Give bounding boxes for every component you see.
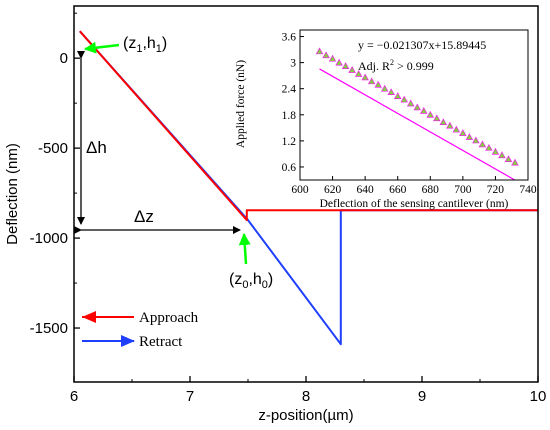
inset-x-tick-label: 660 [389, 184, 407, 196]
inset-x-tick-label: 700 [454, 184, 472, 196]
x-tick-label: 8 [302, 388, 310, 405]
inset-y-axis-label: Applied force (nN) [235, 60, 247, 148]
inset-y-tick-label: 2.4 [282, 84, 297, 96]
main-ticks-layer: 6 7 8 9 10 0 -500 -1000 -1500 [30, 12, 547, 405]
inset-data-point [341, 62, 350, 69]
inset-r2-prefix: Adj. R [358, 59, 390, 73]
y-tick-label: -500 [38, 140, 68, 157]
point0-pointer-arrow [238, 233, 251, 265]
inset-data-point [465, 133, 474, 140]
inset-data-point [446, 121, 454, 129]
inset-data-point [322, 51, 330, 59]
inset-data-point [504, 155, 513, 162]
inset-data-point [491, 147, 500, 155]
legend-approach-label: Approach [139, 310, 199, 326]
inset-data-point [387, 88, 395, 96]
inset-ticks-layer: 600 620 640 660 680 700 720 740 0.6 1.2 1.8 2.4 3 3.6 [282, 32, 537, 196]
x-tick-label: 7 [186, 388, 194, 405]
inset-x-tick-label: 740 [519, 184, 537, 196]
inset-series-layer [315, 47, 519, 181]
inset-data-point [452, 125, 461, 133]
inset-equation: y = −0.021307x+15.89445 [358, 38, 486, 52]
inset-frame [299, 29, 529, 181]
legend-retract-label: Retract [139, 334, 183, 350]
inset-y-tick-label: 1.2 [282, 136, 297, 148]
inset-data-point [459, 129, 467, 136]
x-axis-label: z-position(µm) [258, 407, 353, 424]
inset-x-tick-label: 620 [324, 184, 342, 196]
inset-data-point [426, 110, 434, 118]
y-tick-label: -1500 [30, 320, 68, 337]
inset-r2: Adj. R2 > 0.999 [358, 58, 434, 73]
inset-fit-line [319, 68, 516, 181]
inset-x-tick-label: 680 [422, 184, 440, 196]
inset-y-tick-label: 1.8 [282, 110, 297, 122]
point1-label: (z1,h1) [123, 35, 167, 55]
inset-data-point [478, 140, 487, 148]
inset-data-point [511, 158, 519, 166]
inset-data-point [498, 151, 506, 159]
inset-r2-rest: > 0.999 [394, 59, 434, 73]
inset-data-point [374, 80, 382, 88]
inset-y-tick-label: 3 [290, 58, 296, 70]
inset-y-tick-label: 3.6 [282, 32, 297, 44]
inset-data-point [439, 118, 448, 126]
inset-r2-sup: 2 [390, 58, 394, 67]
series-line-approach [79, 30, 538, 222]
inset-data-point [315, 47, 324, 55]
y-axis-label: Deflection (nm) [4, 143, 21, 245]
inset-chart: 600 620 640 660 680 700 720 740 0.6 1.2 1.8 2.4 3 3.6… [235, 29, 537, 210]
inset-data-point [413, 103, 421, 111]
point1-pointer-arrow [84, 41, 120, 54]
inset-x-axis-label: Deflection of the sensing cantilever (nm… [320, 198, 509, 210]
legend: Approach Retract [82, 310, 199, 350]
inset-data-point [472, 136, 480, 144]
inset-data-point [348, 66, 356, 73]
y-tick-label: -1000 [30, 230, 68, 247]
main-series-layer [79, 30, 538, 346]
inset-x-tick-label: 640 [357, 184, 375, 196]
point0-label: (z0,h0) [229, 271, 273, 291]
inset-x-tick-label: 720 [487, 184, 505, 196]
inset-data-point [433, 114, 441, 122]
x-tick-label: 10 [530, 388, 547, 405]
inset-data-point [380, 84, 389, 92]
inset-data-point [335, 58, 343, 66]
inset-data-point [354, 70, 363, 77]
legend-retract-arrowhead [121, 335, 135, 347]
inset-data-point [394, 92, 402, 99]
x-tick-label: 6 [70, 388, 78, 405]
inset-y-tick-label: 0.6 [282, 162, 297, 174]
inset-data-point [367, 77, 376, 85]
inset-data-point [328, 54, 337, 62]
inset-x-tick-label: 600 [291, 184, 309, 196]
inset-data-point [361, 73, 369, 81]
delta-z-label: Δz [134, 207, 154, 226]
inset-data-point [407, 99, 415, 107]
x-tick-label: 9 [418, 388, 426, 405]
inset-data-point [400, 95, 408, 103]
y-tick-label: 0 [60, 50, 68, 67]
inset-data-point [485, 144, 493, 151]
inset-background [300, 30, 528, 180]
legend-approach-arrowhead [82, 311, 96, 323]
delta-h-label: Δh [86, 138, 107, 157]
inset-data-point [420, 107, 428, 114]
